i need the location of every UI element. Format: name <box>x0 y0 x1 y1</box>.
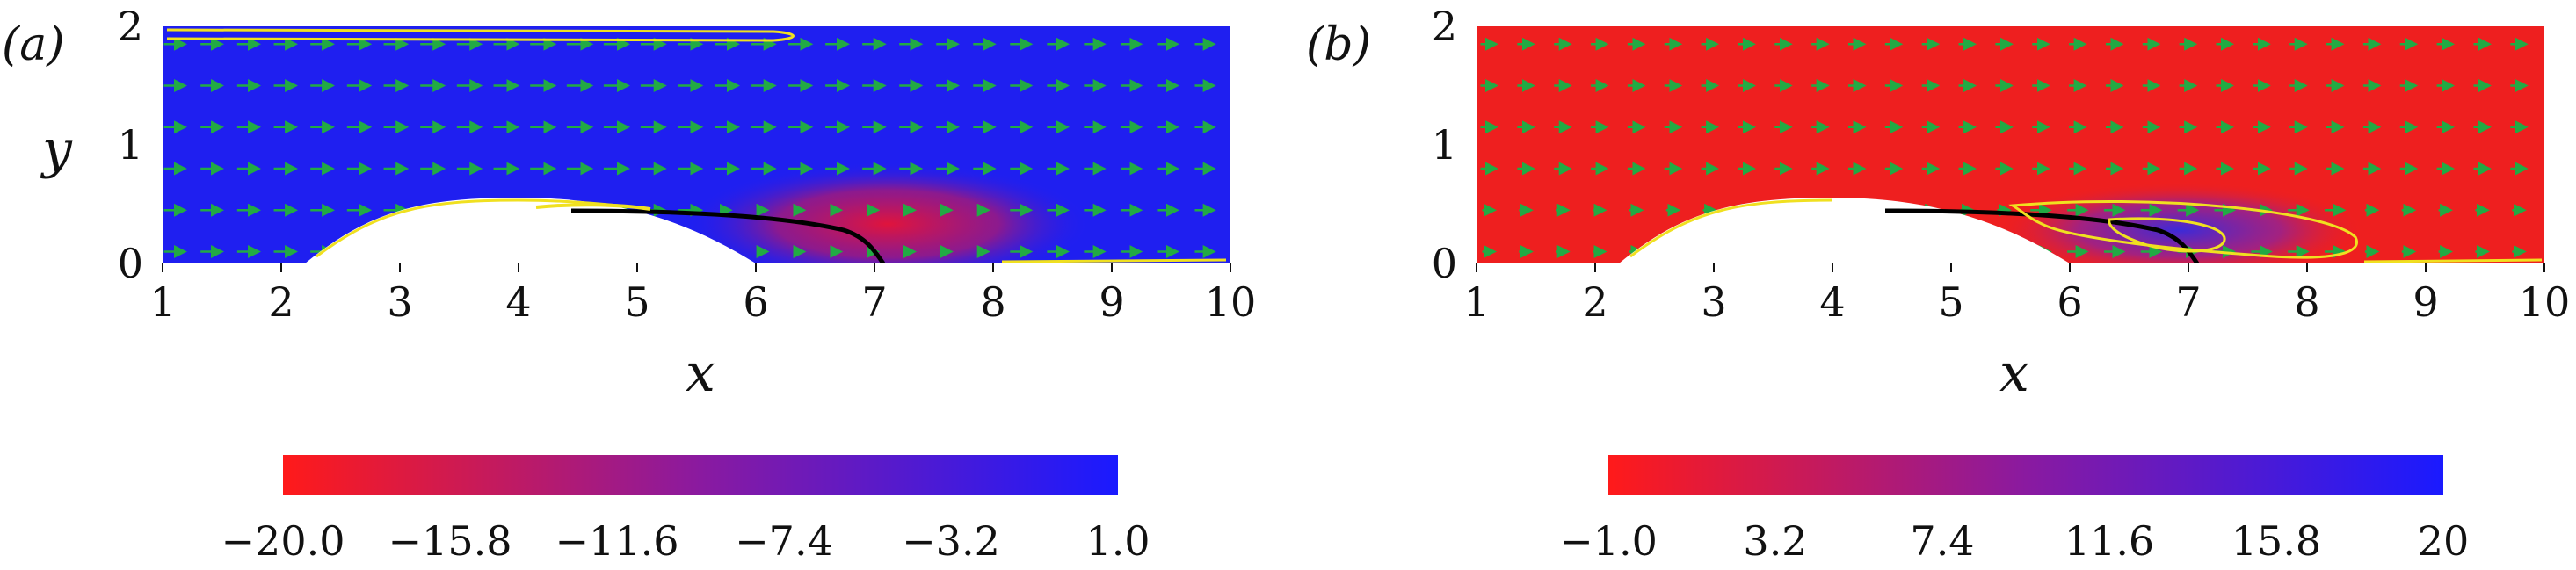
panel-b-obstacle-outline <box>1629 198 1833 258</box>
panel-b-colorbar-tick-3: 11.6 <box>2064 517 2154 565</box>
panel-a-ytick-2: 2 <box>118 3 143 50</box>
panel-a-colorbar-tick-5: 1.0 <box>1085 517 1150 565</box>
panel-a-colorbar-ticks: −20.0 −15.8 −11.6 −7.4 −3.2 1.0 <box>221 517 1150 565</box>
panel-b-ytick-2: 2 <box>1432 3 1457 50</box>
panel-a-separation-streamline <box>570 208 886 263</box>
panel-b-xtick-3: 4 <box>1819 278 1845 326</box>
panel-a-ylabel: y <box>40 119 73 180</box>
panel-b-xtick-1: 2 <box>1582 278 1607 326</box>
panel-a-contour-top <box>166 28 795 42</box>
panel-b-xtick-7: 8 <box>2294 278 2319 326</box>
panel-a-xtick-0: 1 <box>149 278 175 326</box>
panel-b-xtick-4: 5 <box>1938 278 1963 326</box>
panel-a-colorbar-tick-4: −3.2 <box>902 517 1000 565</box>
panel-a-field-hotspot <box>686 162 1090 263</box>
panel-b-colorbar-tick-0: −1.0 <box>1559 517 1658 565</box>
panel-a-xtick-1: 2 <box>268 278 294 326</box>
panel-a-ytick-0: 0 <box>118 240 143 287</box>
panel-b-separation-streamline <box>1884 208 2200 263</box>
panel-a-xlabel: x <box>686 343 715 404</box>
panel-a-colorbar-tick-1: −15.8 <box>388 517 512 565</box>
panel-b-colorbar <box>1608 455 2443 495</box>
panel-b-ytick-0: 0 <box>1432 240 1457 287</box>
panel-b-xtick-9: 10 <box>2519 278 2571 326</box>
panel-a-xtick-7: 8 <box>980 278 1005 326</box>
panel-b-obstacle <box>1619 198 2070 263</box>
panel-b-label: (b) <box>1306 18 1371 71</box>
panel-b-contour-inner <box>2108 217 2226 253</box>
panel-b-colorbar-tick-2: 7.4 <box>1910 517 1974 565</box>
panel-a-xtick-2: 3 <box>387 278 412 326</box>
panel-a-xtick-5: 6 <box>743 278 768 326</box>
panel-a-xtick-4: 5 <box>624 278 649 326</box>
panel-b-contour-outer <box>2008 199 2358 259</box>
panel-b-colorbar-tick-5: 20 <box>2418 517 2470 565</box>
panel-b-colorbar-tick-4: 15.8 <box>2231 517 2321 565</box>
panel-a-ytick-1: 1 <box>118 121 143 169</box>
panel-b-contour-bottom <box>2363 258 2543 263</box>
panel-a-xtick-8: 9 <box>1099 278 1124 326</box>
panel-b-ytick-1: 1 <box>1432 121 1457 169</box>
panel-a-colorbar <box>283 455 1118 495</box>
panel-a-xtick-9: 10 <box>1205 278 1257 326</box>
panel-a-colorbar-tick-3: −7.4 <box>735 517 833 565</box>
panel-b-xtick-2: 3 <box>1701 278 1726 326</box>
panel-a-colorbar-tick-2: −11.6 <box>555 517 679 565</box>
panel-b-field-hotspot <box>1995 182 2364 263</box>
panel-b-xtick-0: 1 <box>1463 278 1489 326</box>
panel-b-xtick-8: 9 <box>2413 278 2438 326</box>
panel-b-colorbar-ticks: −1.0 3.2 7.4 11.6 15.8 20 <box>1559 517 2469 565</box>
panel-a-contour-bottom <box>1001 258 1227 263</box>
panel-b-xlabel: x <box>1999 343 2029 404</box>
panel-a-obstacle <box>305 198 756 263</box>
panel-b-colorbar-tick-1: 3.2 <box>1743 517 1807 565</box>
panel-a-label: (a) <box>2 18 65 71</box>
panel-a-colorbar-tick-0: −20.0 <box>221 517 345 565</box>
panel-b-xtick-6: 7 <box>2175 278 2201 326</box>
panel-a-xtick-3: 4 <box>505 278 531 326</box>
panel-a-contour-separation <box>535 203 651 211</box>
panel-b-xtick-5: 6 <box>2057 278 2082 326</box>
panel-a-xtick-6: 7 <box>861 278 887 326</box>
